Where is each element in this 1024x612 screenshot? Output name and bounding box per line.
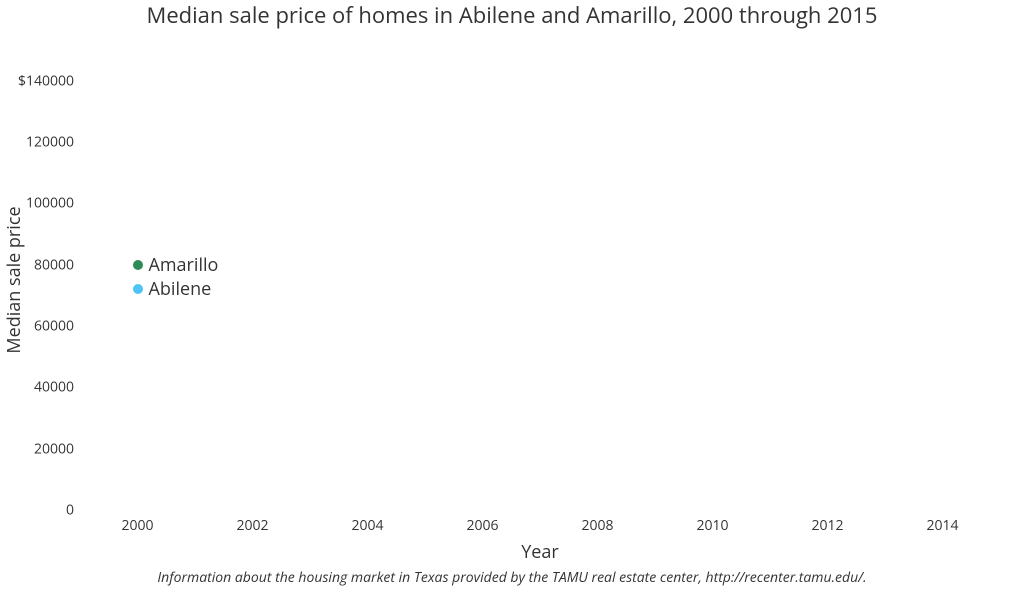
x-tick-label: 2008 bbox=[581, 516, 613, 535]
y-tick-label: 100000 bbox=[26, 194, 74, 213]
y-tick-label: 40000 bbox=[34, 378, 74, 397]
chart-caption: Information about the housing market in … bbox=[0, 568, 1024, 587]
x-tick-label: 2002 bbox=[236, 516, 268, 535]
y-tick-label: 0 bbox=[66, 501, 74, 520]
data-point[interactable] bbox=[133, 284, 143, 294]
y-tick-label: 120000 bbox=[26, 133, 74, 152]
y-tick-label: 20000 bbox=[34, 439, 74, 458]
y-axis-title: Median sale price bbox=[2, 206, 26, 353]
x-tick-label: 2014 bbox=[926, 516, 958, 535]
x-tick-label: 2006 bbox=[466, 516, 498, 535]
x-tick-label: 2000 bbox=[121, 516, 153, 535]
x-tick-label: 2010 bbox=[696, 516, 728, 535]
x-axis-title: Year bbox=[521, 540, 559, 564]
y-tick-label: 60000 bbox=[34, 317, 74, 336]
data-point[interactable] bbox=[133, 260, 143, 270]
series-label: Amarillo bbox=[149, 253, 219, 277]
y-tick-label: 80000 bbox=[34, 255, 74, 274]
chart-title: Median sale price of homes in Abilene an… bbox=[0, 0, 1024, 30]
series-label: Abilene bbox=[149, 277, 212, 301]
y-tick-label: $140000 bbox=[18, 71, 74, 90]
x-tick-label: 2004 bbox=[351, 516, 383, 535]
plot-area bbox=[80, 50, 1000, 510]
chart-container: Median sale price of homes in Abilene an… bbox=[0, 0, 1024, 612]
x-tick-label: 2012 bbox=[811, 516, 843, 535]
